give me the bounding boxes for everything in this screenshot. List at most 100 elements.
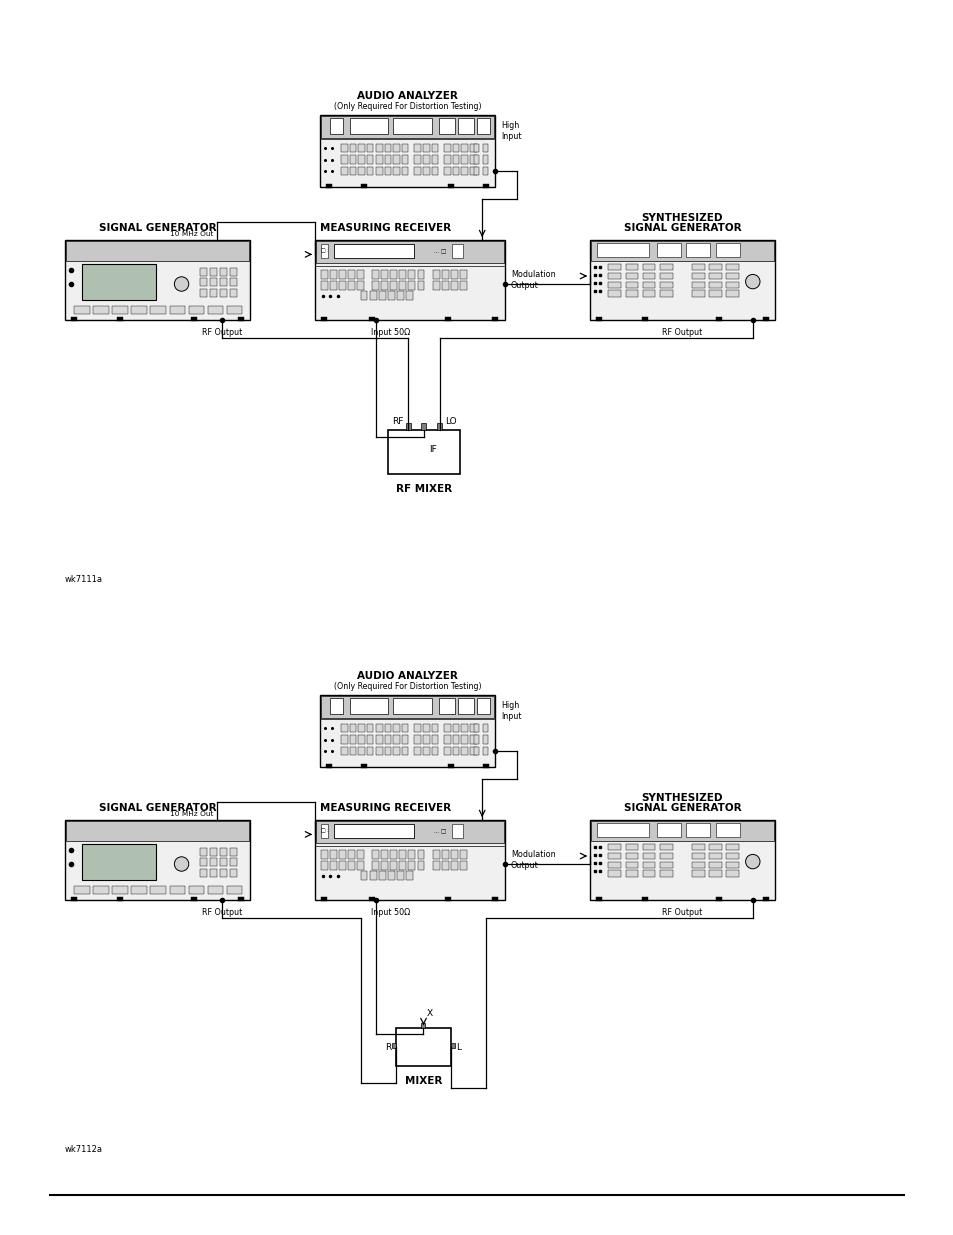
Bar (408, 280, 415, 289)
Bar (340, 167, 347, 175)
Bar (117, 897, 123, 902)
Bar (625, 290, 638, 296)
Text: SIGNAL GENERATOR: SIGNAL GENERATOR (98, 224, 216, 233)
Bar (659, 282, 672, 288)
Bar (406, 291, 413, 300)
Bar (151, 885, 166, 894)
Bar (388, 291, 395, 300)
Bar (357, 747, 364, 756)
Bar (237, 897, 244, 902)
Bar (431, 747, 437, 756)
Bar (93, 305, 109, 314)
Bar (589, 820, 774, 900)
Bar (71, 897, 77, 902)
Bar (642, 862, 655, 868)
Bar (725, 264, 738, 270)
Bar (453, 724, 459, 732)
Bar (314, 240, 504, 320)
Bar (725, 853, 738, 860)
Text: High
Input: High Input (500, 701, 521, 720)
Text: □ :: □ : (320, 248, 328, 253)
Text: Input 50Ω: Input 50Ω (371, 329, 410, 337)
Bar (470, 747, 476, 756)
Bar (395, 1028, 451, 1066)
Bar (334, 824, 414, 839)
Bar (590, 821, 773, 841)
Bar (392, 1044, 395, 1049)
Bar (338, 270, 345, 279)
Bar (366, 747, 373, 756)
Bar (656, 824, 679, 837)
Text: SIGNAL GENERATOR: SIGNAL GENERATOR (623, 224, 740, 233)
Bar (656, 243, 679, 257)
Bar (459, 270, 467, 279)
Bar (170, 885, 185, 894)
Bar (366, 143, 373, 152)
Bar (230, 868, 237, 877)
Bar (220, 278, 227, 287)
Bar (470, 143, 476, 152)
Bar (230, 278, 237, 287)
Text: SYNTHESIZED: SYNTHESIZED (641, 793, 722, 803)
Bar (210, 268, 217, 275)
Bar (691, 282, 704, 288)
Text: MIXER: MIXER (404, 1076, 442, 1086)
Circle shape (174, 277, 189, 291)
Bar (405, 424, 410, 430)
Bar (433, 270, 439, 279)
Bar (112, 885, 128, 894)
Bar (659, 273, 672, 279)
Bar (482, 167, 487, 175)
Text: SIGNAL GENERATOR: SIGNAL GENERATOR (623, 803, 740, 813)
Text: Modulation
Output: Modulation Output (511, 270, 555, 290)
Bar (208, 305, 223, 314)
Text: R: R (384, 1042, 391, 1051)
Bar (453, 156, 459, 164)
Bar (414, 156, 420, 164)
Text: ... □: ... □ (434, 248, 446, 253)
Bar (396, 291, 403, 300)
Bar (625, 264, 638, 270)
Bar (408, 270, 415, 279)
Bar (378, 291, 385, 300)
Bar (396, 871, 403, 881)
Bar (691, 290, 704, 296)
Bar (725, 290, 738, 296)
Bar (393, 747, 399, 756)
Bar (461, 143, 468, 152)
Bar (625, 282, 638, 288)
Bar (448, 764, 454, 768)
Bar (192, 317, 197, 321)
Bar (461, 735, 468, 743)
Bar (401, 724, 408, 732)
Bar (483, 184, 489, 188)
Bar (200, 268, 207, 275)
Bar (406, 871, 413, 881)
Bar (642, 282, 655, 288)
Bar (375, 143, 382, 152)
Text: MEASURING RECEIVER: MEASURING RECEIVER (319, 224, 451, 233)
Bar (369, 317, 375, 321)
Text: MEASURING RECEIVER: MEASURING RECEIVER (319, 803, 451, 813)
Bar (375, 747, 382, 756)
Bar (708, 290, 721, 296)
Text: (Only Required For Distortion Testing): (Only Required For Distortion Testing) (334, 682, 480, 692)
Bar (453, 735, 459, 743)
Bar (685, 243, 709, 257)
Bar (399, 270, 406, 279)
Bar (596, 317, 601, 321)
Bar (393, 143, 399, 152)
Bar (457, 698, 474, 714)
Bar (360, 184, 366, 188)
Bar (349, 747, 355, 756)
Bar (210, 278, 217, 287)
Bar (444, 156, 451, 164)
Bar (482, 735, 487, 743)
Bar (441, 861, 448, 869)
Bar (474, 747, 478, 756)
Text: Input 50Ω: Input 50Ω (371, 908, 410, 918)
Bar (74, 885, 90, 894)
Bar (357, 156, 364, 164)
Bar (470, 724, 476, 732)
Bar (372, 270, 378, 279)
